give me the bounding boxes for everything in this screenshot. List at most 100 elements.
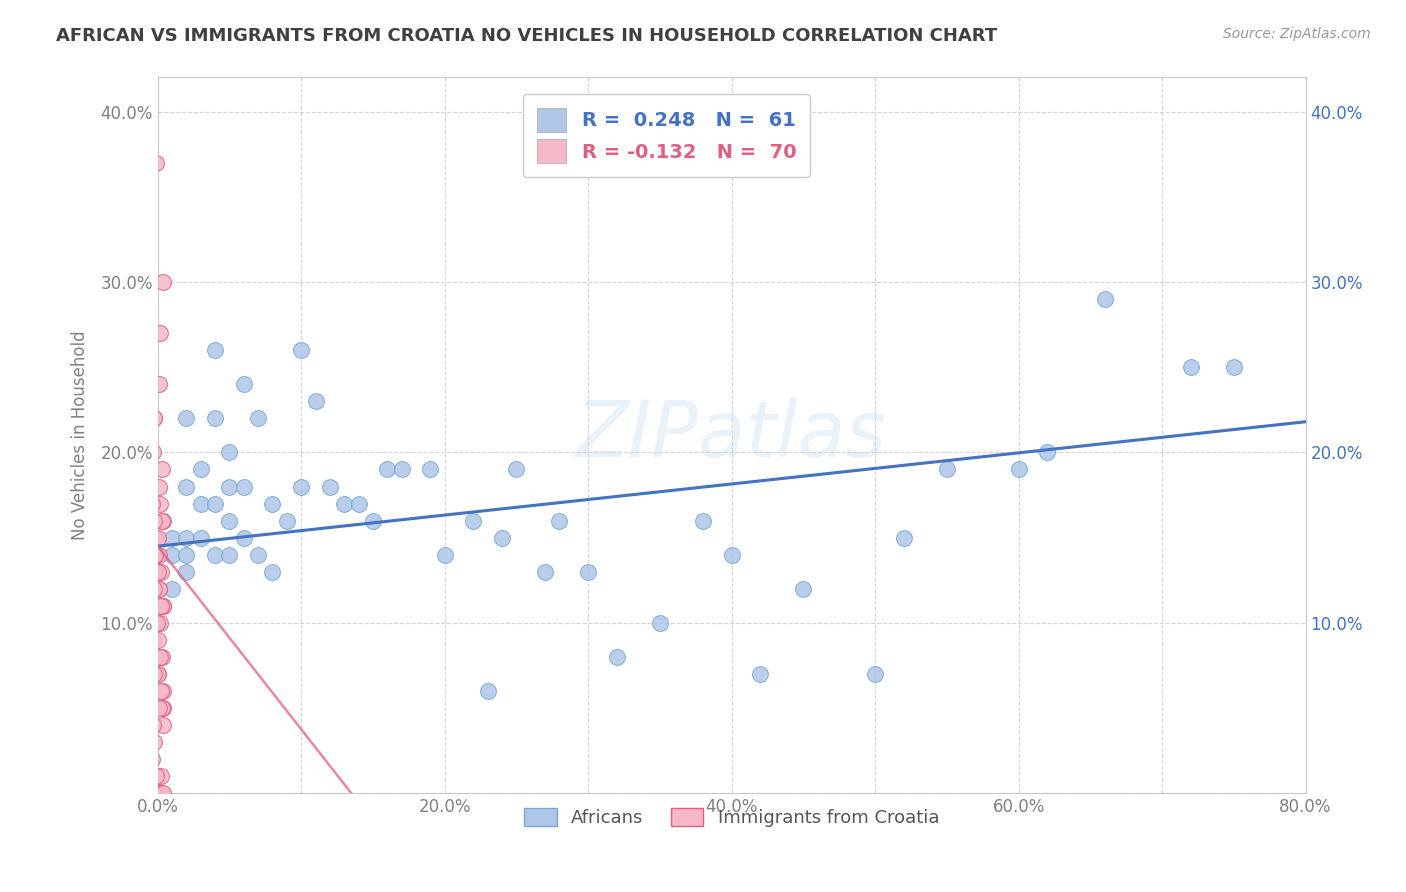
Point bbox=[160, 582, 183, 596]
Point bbox=[190, 497, 212, 511]
Point bbox=[319, 479, 342, 493]
Point bbox=[152, 514, 174, 528]
Point bbox=[1180, 360, 1202, 375]
Point bbox=[146, 565, 169, 579]
Point bbox=[148, 582, 170, 596]
Point bbox=[232, 377, 254, 392]
Point bbox=[720, 548, 742, 562]
Point bbox=[1036, 445, 1059, 459]
Point bbox=[146, 615, 169, 630]
Point bbox=[176, 548, 198, 562]
Point bbox=[149, 615, 172, 630]
Point bbox=[145, 667, 167, 681]
Point bbox=[218, 548, 240, 562]
Point bbox=[361, 514, 384, 528]
Point bbox=[148, 701, 170, 715]
Point bbox=[143, 514, 166, 528]
Point bbox=[262, 565, 284, 579]
Point bbox=[232, 479, 254, 493]
Point bbox=[142, 582, 165, 596]
Point bbox=[304, 394, 326, 409]
Point bbox=[1223, 360, 1246, 375]
Point bbox=[148, 667, 170, 681]
Point bbox=[142, 786, 165, 800]
Point bbox=[190, 462, 212, 476]
Point bbox=[143, 735, 166, 749]
Point bbox=[534, 565, 557, 579]
Point bbox=[142, 599, 165, 613]
Point bbox=[935, 462, 957, 476]
Point bbox=[204, 411, 226, 425]
Point bbox=[152, 599, 174, 613]
Point bbox=[143, 650, 166, 665]
Point bbox=[391, 462, 413, 476]
Point bbox=[142, 632, 165, 647]
Point bbox=[143, 769, 166, 783]
Point bbox=[150, 769, 173, 783]
Point bbox=[648, 615, 671, 630]
Point bbox=[176, 411, 198, 425]
Point bbox=[176, 479, 198, 493]
Point bbox=[150, 514, 173, 528]
Point bbox=[433, 548, 456, 562]
Point bbox=[176, 565, 198, 579]
Point bbox=[749, 667, 772, 681]
Point bbox=[152, 684, 174, 698]
Point bbox=[142, 718, 165, 732]
Point bbox=[218, 514, 240, 528]
Point bbox=[150, 462, 173, 476]
Y-axis label: No Vehicles in Household: No Vehicles in Household bbox=[72, 331, 89, 541]
Point bbox=[290, 479, 312, 493]
Point bbox=[146, 632, 169, 647]
Point bbox=[218, 479, 240, 493]
Point bbox=[247, 548, 270, 562]
Point bbox=[142, 548, 165, 562]
Point bbox=[477, 684, 499, 698]
Point bbox=[148, 479, 170, 493]
Point bbox=[576, 565, 599, 579]
Point bbox=[148, 582, 170, 596]
Point bbox=[143, 531, 166, 545]
Point bbox=[176, 531, 198, 545]
Text: ZIPatlas: ZIPatlas bbox=[576, 398, 887, 474]
Point bbox=[141, 582, 163, 596]
Point bbox=[143, 531, 166, 545]
Point bbox=[347, 497, 370, 511]
Point bbox=[143, 548, 166, 562]
Point bbox=[148, 548, 170, 562]
Point bbox=[142, 411, 165, 425]
Point bbox=[148, 377, 170, 392]
Point bbox=[505, 462, 527, 476]
Point bbox=[491, 531, 513, 545]
Point bbox=[463, 514, 485, 528]
Point bbox=[146, 582, 169, 596]
Point bbox=[262, 497, 284, 511]
Point bbox=[792, 582, 814, 596]
Point bbox=[333, 497, 356, 511]
Point bbox=[204, 343, 226, 358]
Point bbox=[148, 650, 170, 665]
Point bbox=[606, 650, 628, 665]
Point bbox=[204, 548, 226, 562]
Point bbox=[142, 615, 165, 630]
Point bbox=[160, 548, 183, 562]
Point bbox=[375, 462, 398, 476]
Point bbox=[152, 650, 174, 665]
Point bbox=[145, 769, 167, 783]
Point bbox=[146, 667, 169, 681]
Point bbox=[142, 445, 165, 459]
Point bbox=[276, 514, 298, 528]
Point bbox=[145, 155, 167, 169]
Point bbox=[146, 531, 169, 545]
Point bbox=[142, 786, 165, 800]
Point bbox=[1094, 292, 1116, 306]
Point bbox=[149, 565, 172, 579]
Point bbox=[145, 531, 167, 545]
Point bbox=[152, 786, 174, 800]
Point bbox=[160, 531, 183, 545]
Point bbox=[150, 701, 173, 715]
Point bbox=[150, 786, 173, 800]
Point bbox=[232, 531, 254, 545]
Point bbox=[146, 548, 169, 562]
Point bbox=[145, 769, 167, 783]
